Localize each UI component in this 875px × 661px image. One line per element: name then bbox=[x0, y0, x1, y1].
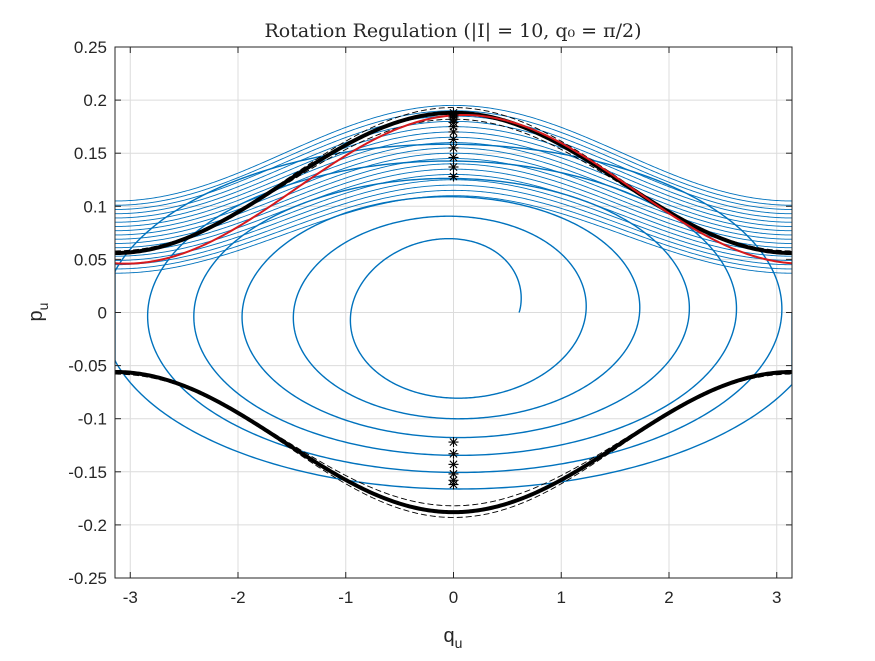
asterisk-marker bbox=[448, 142, 459, 153]
y-axis-label-main: p bbox=[25, 310, 47, 321]
x-tick-labels: -3 -2 -1 0 1 2 3 bbox=[123, 588, 782, 607]
asterisk-marker bbox=[448, 152, 459, 163]
y-tick-label: 0.2 bbox=[83, 91, 107, 110]
x-tick-label: -3 bbox=[123, 588, 138, 607]
x-tick-label: 0 bbox=[449, 588, 458, 607]
asterisk-marker bbox=[448, 479, 459, 490]
chart-title: Rotation Regulation (|I| = 10, q₀ = π/2) bbox=[264, 20, 641, 42]
asterisk-marker bbox=[448, 437, 459, 448]
x-tick-label: 1 bbox=[557, 588, 566, 607]
y-tick-labels: -0.25 -0.2 -0.15 -0.1 -0.05 0 0.05 0.1 0.15 0.2 0.… bbox=[68, 38, 107, 588]
y-axis-label-sub: u bbox=[35, 303, 51, 311]
asterisk-marker bbox=[448, 448, 459, 459]
x-tick-label: -2 bbox=[230, 588, 245, 607]
regulated-trajectory-band bbox=[115, 104, 792, 202]
y-tick-label: 0.25 bbox=[74, 38, 107, 57]
asterisk-marker bbox=[448, 107, 459, 118]
x-tick-label: 2 bbox=[664, 588, 673, 607]
plot-area bbox=[115, 104, 792, 518]
y-tick-label: -0.2 bbox=[78, 516, 107, 535]
separatrix-curve bbox=[115, 369, 792, 515]
y-tick-label: -0.1 bbox=[78, 410, 107, 429]
y-tick-label: -0.15 bbox=[68, 463, 107, 482]
axes-frame bbox=[114, 46, 793, 579]
y-tick-label: 0.1 bbox=[83, 197, 107, 216]
x-axis-label-main: q bbox=[444, 625, 455, 647]
regulated-trajectory-spiral bbox=[115, 143, 792, 490]
y-tick-label: -0.25 bbox=[68, 569, 107, 588]
y-tick-label: 0 bbox=[98, 304, 107, 323]
x-tick-label: -1 bbox=[338, 588, 353, 607]
regulated-trajectory-band bbox=[115, 184, 792, 266]
y-tick-label: 0.15 bbox=[74, 144, 107, 163]
x-axis-label: qu bbox=[444, 625, 463, 651]
x-axis-label-sub: u bbox=[455, 635, 463, 651]
y-axis-label: pu bbox=[25, 303, 51, 322]
y-tick-label: 0.05 bbox=[74, 250, 107, 269]
regulated-trajectory-band bbox=[115, 189, 792, 270]
asterisk-marker bbox=[448, 459, 459, 470]
series-group bbox=[115, 104, 792, 518]
regulated-trajectory-band bbox=[115, 195, 792, 274]
asterisk-marker bbox=[448, 162, 459, 173]
y-tick-label: -0.05 bbox=[68, 357, 107, 376]
asterisk-marker bbox=[448, 171, 459, 182]
x-tick-label: 3 bbox=[772, 588, 781, 607]
